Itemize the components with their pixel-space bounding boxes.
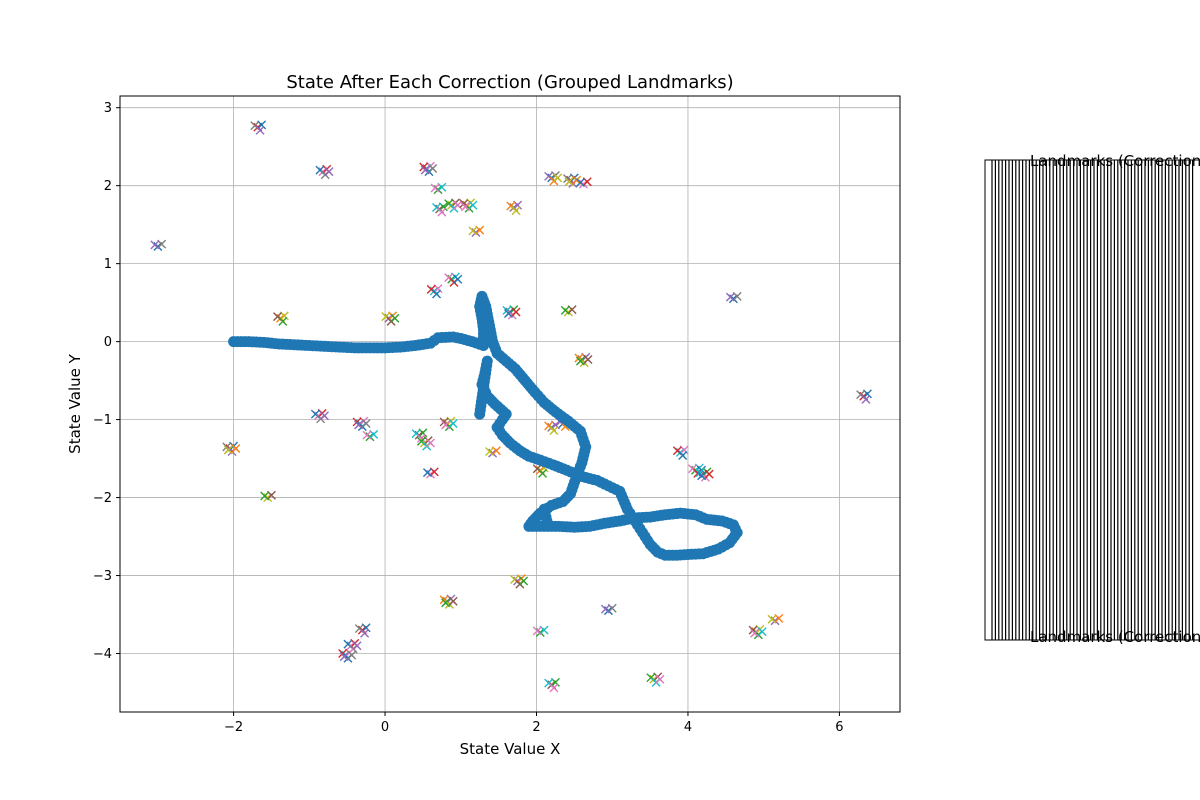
landmark-marker bbox=[468, 200, 478, 210]
landmark-marker bbox=[319, 411, 329, 421]
x-tick-label: 2 bbox=[532, 720, 540, 735]
landmark-marker bbox=[575, 356, 585, 366]
legend-frame bbox=[984, 159, 1200, 641]
landmark-marker bbox=[260, 491, 270, 501]
landmark-marker bbox=[347, 650, 357, 660]
y-tick-label: 2 bbox=[104, 179, 112, 194]
landmark-marker bbox=[549, 683, 559, 693]
y-tick-label: −1 bbox=[93, 413, 112, 428]
trajectory-point bbox=[542, 519, 554, 531]
landmark-marker bbox=[360, 628, 370, 638]
legend-bottom-label: Landmarks (Correction ...) bbox=[1030, 628, 1200, 646]
landmark-marker bbox=[339, 652, 349, 662]
landmark-marker bbox=[519, 576, 529, 586]
landmark-marker bbox=[655, 674, 665, 684]
y-tick-label: 0 bbox=[104, 335, 112, 350]
landmark-marker bbox=[150, 240, 160, 250]
axis-ticks: −2 0 2 4 6 −4 −3 −2 −1 0 1 2 3 bbox=[93, 101, 844, 735]
landmark-marker bbox=[861, 394, 871, 404]
landmark-marker bbox=[430, 183, 440, 193]
landmark-marker bbox=[757, 627, 767, 637]
landmark-marker bbox=[362, 430, 372, 440]
landmark-marker bbox=[549, 426, 559, 436]
landmark-marker bbox=[460, 202, 470, 212]
y-tick-label: 3 bbox=[104, 101, 112, 116]
x-tick-label: 0 bbox=[381, 720, 389, 735]
landmark-marker bbox=[532, 626, 542, 636]
plot-area bbox=[150, 120, 872, 693]
landmark-marker bbox=[767, 614, 777, 624]
landmark-marker bbox=[678, 450, 688, 460]
landmark-marker bbox=[575, 178, 585, 188]
landmark-marker bbox=[223, 445, 233, 455]
landmark-marker bbox=[231, 443, 241, 453]
landmark-marker bbox=[564, 177, 574, 187]
trajectory-point bbox=[474, 408, 486, 420]
landmark-marker bbox=[725, 292, 735, 302]
landmark-marker bbox=[538, 468, 548, 478]
landmark-marker bbox=[441, 598, 451, 608]
landmark-marker bbox=[485, 447, 495, 457]
landmark-marker bbox=[420, 165, 430, 175]
landmark-marker bbox=[583, 355, 593, 365]
landmark-marker bbox=[425, 438, 435, 448]
landmark-marker bbox=[390, 313, 400, 323]
x-tick-label: 6 bbox=[835, 720, 843, 735]
landmark-marker bbox=[697, 471, 707, 481]
y-tick-label: −2 bbox=[93, 491, 112, 506]
axes-frame bbox=[119, 95, 901, 713]
y-axis-label: State Value Y bbox=[66, 353, 84, 453]
landmark-marker bbox=[428, 164, 438, 174]
landmark-marker bbox=[354, 420, 364, 430]
x-tick-label: 4 bbox=[684, 720, 692, 735]
y-tick-label: −4 bbox=[93, 647, 112, 662]
x-axis-label: State Value X bbox=[460, 740, 561, 758]
legend-top-label: Landmarks (Correction ...) bbox=[1030, 152, 1200, 170]
legend: Landmarks (Correction ...) Landmarks (Co… bbox=[984, 152, 1200, 646]
landmark-marker bbox=[503, 309, 513, 319]
legend-entry-lines bbox=[991, 160, 1194, 640]
landmark-marker bbox=[704, 469, 714, 479]
landmark-marker bbox=[453, 274, 463, 284]
landmark-marker bbox=[432, 289, 442, 299]
landmark-marker bbox=[553, 173, 563, 183]
landmark-marker bbox=[422, 468, 432, 478]
landmark-marker bbox=[511, 206, 521, 216]
y-tick-label: −3 bbox=[93, 569, 112, 584]
landmark-marker bbox=[361, 418, 371, 428]
landmark-marker bbox=[468, 226, 478, 236]
landmark-marker bbox=[352, 641, 362, 651]
landmark-marker bbox=[324, 167, 334, 177]
chart-title: State After Each Correction (Grouped Lan… bbox=[286, 72, 733, 93]
x-tick-label: −2 bbox=[224, 720, 243, 735]
landmark-marker bbox=[278, 316, 288, 326]
landmark-marker bbox=[448, 596, 458, 606]
landmark-marker bbox=[750, 628, 760, 638]
landmark-marker bbox=[416, 433, 426, 443]
landmark-marker bbox=[441, 420, 451, 430]
grid bbox=[120, 96, 900, 712]
landmark-marker bbox=[437, 207, 447, 217]
landmark-marker bbox=[600, 604, 610, 614]
landmark-marker bbox=[255, 125, 265, 135]
landmark-marker bbox=[511, 307, 521, 317]
landmark-marker bbox=[560, 305, 570, 315]
landmark-marker bbox=[448, 418, 458, 428]
y-tick-label: 1 bbox=[104, 257, 112, 272]
